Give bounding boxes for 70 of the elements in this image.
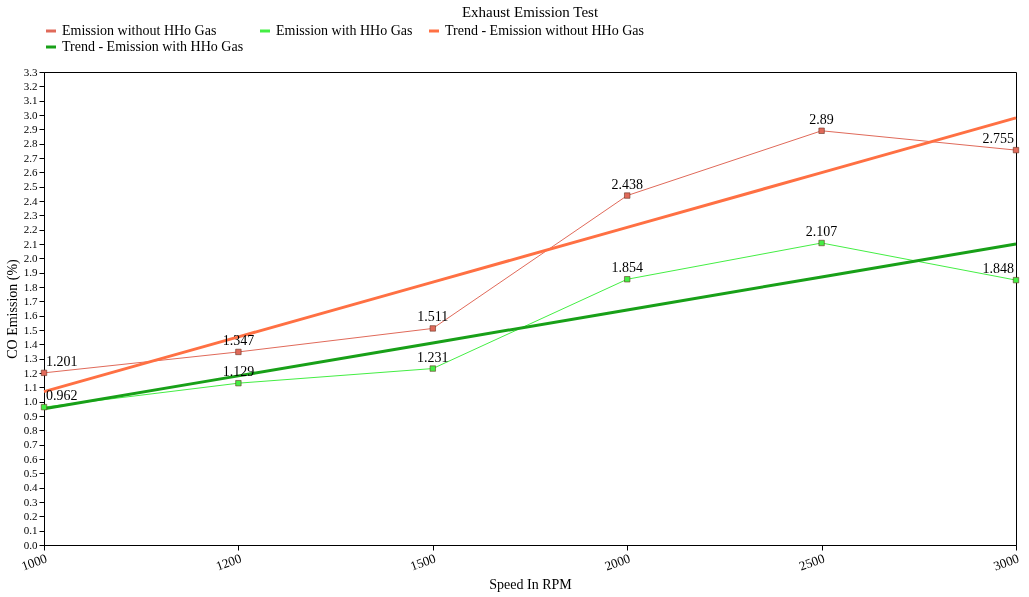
data-label: 1.347: [222, 332, 255, 348]
legend-label: Emission without HHo Gas: [62, 23, 217, 38]
y-tick-label: 2.3: [23, 208, 38, 221]
y-axis-title: CO Emission (%): [4, 258, 21, 359]
data-label: 1.848: [982, 261, 1014, 277]
y-tick-label: 2.0: [23, 251, 38, 264]
data-label: 2.438: [611, 176, 643, 192]
point: [624, 276, 631, 283]
y-tick-label: 1.5: [23, 323, 38, 336]
legend-label: Trend - Emission with HHo Gas: [62, 39, 244, 54]
point: [624, 192, 631, 199]
y-tick-label: 2.2: [23, 223, 38, 236]
y-tick-label: 3.0: [23, 108, 38, 121]
y-tick-label: 0.5: [23, 466, 38, 479]
point: [235, 348, 242, 355]
data-label: 2.107: [805, 224, 838, 239]
x-tick-label: 2000: [602, 550, 633, 574]
y-tick-label: 0.1: [23, 524, 38, 537]
y-tick-label: 1.9: [23, 266, 38, 279]
x-tick-label: 2500: [796, 550, 827, 574]
point: [818, 239, 825, 247]
data-label: 0.962: [46, 388, 78, 404]
x-tick-label: 3000: [991, 550, 1021, 574]
legend-label: Trend - Emission without HHo Gas: [445, 23, 644, 38]
chart-title: Exhaust Emission Test: [461, 4, 599, 20]
x-tick-label: 1500: [408, 550, 438, 574]
y-tick-label: 0.2: [23, 509, 38, 522]
legend-label: Emission with HHo Gas: [276, 23, 413, 38]
data-label: 1.854: [611, 260, 643, 276]
y-tick-label: 0.6: [23, 452, 38, 465]
x-axis-title: Speed In RPM: [489, 576, 573, 592]
y-tick-label: 1.6: [23, 309, 38, 322]
data-label: 2.755: [982, 131, 1014, 147]
point: [429, 365, 436, 372]
x-tick-label: 1000: [19, 550, 49, 574]
y-tick-label: 1.1: [23, 380, 38, 393]
y-tick-label: 3.2: [23, 79, 38, 92]
y-tick-label: 2.6: [23, 165, 38, 178]
y-tick-label: 0.7: [23, 438, 38, 451]
y-tick-label: 2.5: [23, 180, 38, 193]
point: [429, 325, 436, 332]
y-tick-label: 0.4: [23, 481, 38, 494]
y-tick-label: 0.3: [23, 495, 38, 508]
y-tick-label: 0.8: [23, 423, 38, 436]
y-tick-label: 1.2: [23, 366, 38, 379]
y-tick-label: 2.8: [23, 137, 38, 150]
y-tick-label: 2.9: [23, 122, 38, 135]
y-tick-label: 3.1: [23, 94, 38, 107]
x-tick-label: 1200: [213, 550, 244, 574]
y-tick-label: 1.7: [23, 294, 38, 307]
point: [40, 404, 48, 411]
y-tick-label: 1.3: [23, 352, 38, 365]
point: [1012, 277, 1020, 284]
point: [40, 369, 48, 376]
data-label: 1.511: [417, 309, 449, 325]
y-tick-label: 0.9: [23, 409, 38, 422]
y-tick-label: 2.7: [23, 151, 38, 164]
y-tick-label: 1.0: [23, 395, 38, 408]
point: [1012, 147, 1020, 154]
y-tick-label: 1.8: [23, 280, 38, 293]
data-label: 1.201: [46, 353, 78, 369]
y-tick-label: 0.0: [23, 538, 38, 551]
point: [818, 127, 825, 134]
data-label: 2.89: [809, 111, 834, 127]
point: [235, 380, 242, 387]
data-label: 1.231: [417, 349, 449, 365]
y-tick-label: 2.1: [23, 237, 38, 250]
y-tick-label: 3.3: [23, 65, 38, 78]
y-tick-label: 2.4: [23, 194, 38, 207]
y-tick-label: 1.4: [23, 337, 38, 350]
